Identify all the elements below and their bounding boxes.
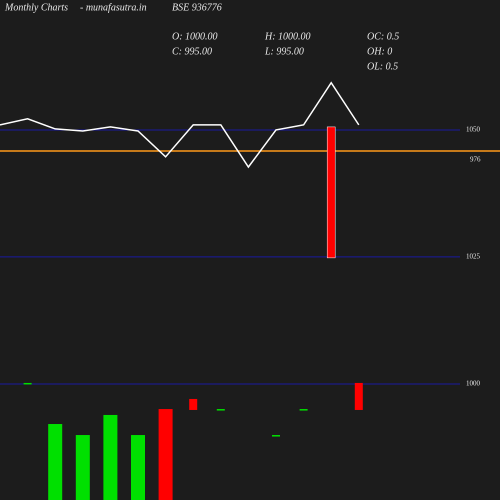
volume-bar [216, 409, 225, 411]
stat: H: 1000.00 [264, 31, 311, 42]
volume-bar [189, 398, 198, 410]
volume-bar [158, 409, 173, 500]
volume-bar [131, 435, 145, 500]
reference-label: 976 [470, 156, 481, 164]
volume-bar [103, 414, 118, 500]
y-tick-label: 1025 [466, 252, 481, 260]
volume-bar [272, 435, 280, 437]
candle [326, 126, 336, 259]
stat: O: 1000.00 [172, 31, 218, 42]
stat: C: 995.00 [172, 46, 212, 57]
volume-bar [354, 382, 363, 410]
chart-header: Monthly Charts [4, 2, 68, 13]
stat: OC: 0.5 [367, 31, 399, 42]
price-line [0, 81, 360, 169]
site-name: - munafasutra.in [80, 2, 147, 13]
y-tick-label: 1000 [466, 380, 481, 388]
chart-title: BSE 936776 [172, 2, 222, 13]
y-tick-label: 1050 [466, 126, 481, 134]
stat: OH: 0 [367, 46, 392, 57]
volume-bar [48, 424, 63, 500]
volume-bar [75, 435, 90, 500]
stat: L: 995.00 [264, 46, 304, 57]
volume-bar [299, 409, 308, 411]
volume-bar [23, 382, 32, 385]
stat: OL: 0.5 [367, 61, 398, 72]
